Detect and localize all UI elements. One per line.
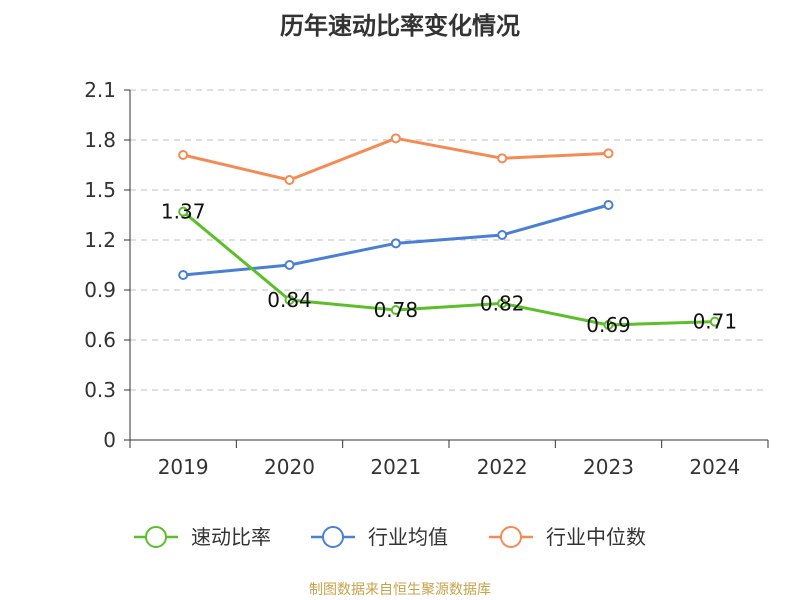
legend-item-2[interactable]: 行业中位数 <box>489 525 646 549</box>
legend-item-0[interactable]: 速动比率 <box>134 525 271 549</box>
x-tick-label: 2023 <box>583 455 634 479</box>
y-tick-label: 0.6 <box>84 328 116 352</box>
series-layer <box>178 133 720 330</box>
data-label: 0.84 <box>267 288 312 312</box>
data-point[interactable] <box>497 153 508 164</box>
data-point[interactable] <box>390 305 401 315</box>
legend-label: 行业中位数 <box>546 525 646 549</box>
y-tick-label: 1.5 <box>84 178 116 202</box>
y-tick-label: 0.9 <box>84 278 116 302</box>
data-label: 0.71 <box>693 310 738 334</box>
legend-item-1[interactable]: 行业均值 <box>311 525 448 549</box>
data-point[interactable] <box>497 230 508 240</box>
data-point[interactable] <box>709 316 720 327</box>
data-point[interactable] <box>284 295 295 305</box>
y-tick-label: 1.2 <box>84 228 116 252</box>
x-tick-label: 2022 <box>477 455 528 479</box>
data-point[interactable] <box>497 298 508 309</box>
data-point[interactable] <box>284 260 295 270</box>
x-tick-label: 2021 <box>370 455 421 479</box>
data-label: 0.82 <box>480 291 525 315</box>
legend-swatch-marker <box>145 526 167 548</box>
source-note: 制图数据来自恒生聚源数据库 <box>309 582 491 598</box>
axes: 0 0.3 0.6 0.9 1.2 1.5 1.8 2.1 2019 2020 2021 2022 20… <box>84 78 769 479</box>
legend-label: 行业均值 <box>368 525 448 549</box>
data-label: 0.69 <box>586 313 631 337</box>
data-point[interactable] <box>178 270 189 280</box>
y-tick-label: 1.8 <box>84 128 116 152</box>
x-tick-label: 2020 <box>264 455 315 479</box>
legend-label: 速动比率 <box>191 525 271 549</box>
data-point[interactable] <box>390 238 401 249</box>
y-tick-label: 0 <box>103 428 116 452</box>
legend-swatch-marker <box>322 526 344 548</box>
x-tick-label: 2024 <box>689 455 740 479</box>
data-point[interactable] <box>178 206 189 217</box>
data-point[interactable] <box>284 175 295 185</box>
data-point[interactable] <box>603 320 614 330</box>
data-labels: 1.37 0.84 0.78 0.82 0.69 0.71 <box>161 200 737 337</box>
legend-swatch-marker <box>500 526 522 548</box>
data-point[interactable] <box>603 200 614 210</box>
x-tick-label: 2019 <box>158 455 209 479</box>
series-line-2 <box>182 136 609 182</box>
data-point[interactable] <box>603 148 614 159</box>
y-tick-label: 0.3 <box>84 378 116 402</box>
chart-title: 历年速动比率变化情况 <box>280 12 520 40</box>
legend[interactable]: 速动比率 行业均值 行业中位数 <box>134 525 646 549</box>
y-tick-label: 2.1 <box>84 78 116 102</box>
data-label: 0.78 <box>374 298 419 322</box>
data-point[interactable] <box>178 150 189 160</box>
series-line-0 <box>182 210 715 327</box>
data-label: 1.37 <box>161 200 206 224</box>
data-point[interactable] <box>390 133 401 144</box>
